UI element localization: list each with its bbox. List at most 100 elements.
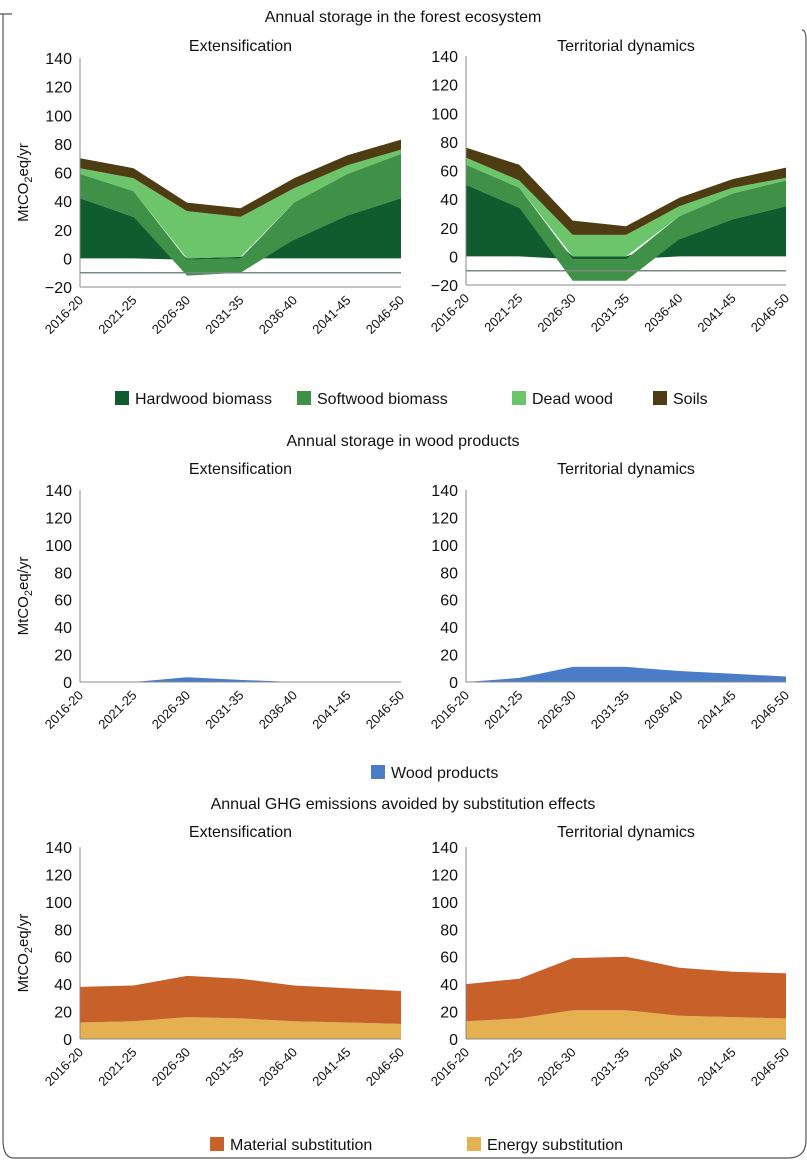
area-material-substitution (466, 956, 786, 1022)
y-tick-label: 0 (63, 1032, 72, 1049)
y-tick-label: 80 (440, 922, 458, 939)
legend-item-dead-wood: Dead wood (512, 391, 613, 408)
y-tick-label: 0 (63, 251, 72, 268)
area-softwood-biomass (466, 164, 786, 281)
area-wood-products (80, 677, 401, 682)
x-tick-label: 2041-45 (694, 688, 738, 732)
x-tick-label: 2041-45 (309, 293, 353, 337)
panel-title: Extensification (189, 824, 292, 841)
x-tick-label: 2041-45 (309, 1045, 353, 1089)
x-tick-label: 2026-30 (534, 291, 578, 335)
legend-label: Soils (673, 391, 708, 408)
panel-title: Extensification (189, 38, 292, 55)
y-tick-label: 40 (440, 620, 458, 637)
y-tick-label: −20 (431, 278, 458, 295)
y-tick-label: 80 (54, 137, 72, 154)
y-tick-label: 140 (45, 51, 72, 68)
x-tick-label: 2031-35 (202, 688, 246, 732)
legend-item-wood-products: Wood products (371, 765, 498, 782)
y-tick-label: 100 (45, 108, 72, 125)
y-axis-label: MtCO2eq/yr (15, 914, 35, 993)
legend-label: Energy substitution (487, 1137, 623, 1154)
legend-swatch (210, 1137, 224, 1151)
x-tick-label: 2026-30 (534, 1045, 578, 1089)
x-tick-label: 2041-45 (694, 1045, 738, 1089)
x-tick-label: 2041-45 (309, 688, 353, 732)
legend-swatch (371, 765, 385, 779)
x-tick-label: 2036-40 (256, 293, 300, 337)
legend-swatch (297, 391, 311, 405)
x-tick-label: 2036-40 (641, 1045, 685, 1089)
y-tick-label: 60 (440, 164, 458, 181)
area-energy-substitution (80, 1017, 401, 1039)
area-energy-substitution (466, 1010, 786, 1039)
chart-panel: Territorial dynamics14012010080604020020… (428, 461, 792, 732)
x-tick-label: 2031-35 (588, 291, 632, 335)
y-tick-label: 120 (431, 867, 458, 884)
y-axis-label: MtCO2eq/yr (15, 143, 35, 222)
y-tick-label: 60 (440, 950, 458, 967)
y-tick-label: 40 (54, 194, 72, 211)
y-tick-label: 80 (440, 565, 458, 582)
chart-panel: Territorial dynamics14012010080604020020… (428, 824, 792, 1089)
chart-panel: Extensification 140 120 100 80 60 40 20 0 MtCO2eq… (15, 824, 407, 1089)
x-tick-label: 2036-40 (641, 688, 685, 732)
x-tick-label: 2036-40 (641, 291, 685, 335)
x-tick-label: 2036-40 (256, 688, 300, 732)
y-tick-label: 40 (54, 977, 72, 994)
legend-label: Softwood biomass (317, 391, 448, 408)
section-title-substitution: Annual GHG emissions avoided by substitu… (211, 796, 596, 813)
y-tick-label: 100 (45, 538, 72, 555)
y-tick-label: 140 (431, 840, 458, 857)
area-wood-products (466, 666, 786, 682)
x-tick-label: 2016-20 (428, 1045, 472, 1089)
area-material-substitution (80, 975, 401, 1024)
area-softwood-biomass (80, 153, 401, 276)
legend-swatch (512, 391, 526, 405)
legend-item-material-substitution: Material substitution (210, 1137, 372, 1154)
y-tick-label: 100 (431, 895, 458, 912)
x-tick-label: 2046-50 (748, 688, 792, 732)
x-tick-label: 2046-50 (748, 291, 792, 335)
figure-frame (0, 13, 807, 1159)
x-tick-label: 2031-35 (202, 1045, 246, 1089)
chart-panel: Territorial dynamics 140 120 100 80 60 40 20 0 −2… (428, 38, 792, 335)
y-tick-label: 60 (54, 166, 72, 183)
x-tick-label: 2026-30 (534, 688, 578, 732)
area-soils (466, 147, 786, 235)
x-tick-label: 2026-30 (149, 293, 193, 337)
x-tick-label: 2021-25 (95, 688, 139, 732)
x-tick-label: 2016-20 (428, 688, 472, 732)
chart-panel: Extensification 140 120 100 80 60 40 20 0 MtCO2eq… (15, 461, 407, 732)
y-tick-label: 40 (440, 192, 458, 209)
y-tick-label: 120 (431, 78, 458, 95)
x-tick-label: 2016-20 (42, 293, 86, 337)
x-tick-label: 2046-50 (363, 293, 407, 337)
x-tick-label: 2046-50 (363, 688, 407, 732)
y-axis-label: MtCO2eq/yr (15, 557, 35, 636)
panel-title: Extensification (189, 461, 292, 478)
x-tick-label: 2031-35 (202, 293, 246, 337)
y-tick-label: 120 (431, 510, 458, 527)
y-tick-label: 120 (45, 80, 72, 97)
chart-panel: Extensification 140 120 100 80 60 40 20 0 −20 MtCO… (15, 38, 407, 337)
y-tick-label: 20 (440, 1005, 458, 1022)
y-tick-label: 140 (431, 49, 458, 66)
y-tick-label: 40 (440, 977, 458, 994)
y-tick-label: 100 (431, 106, 458, 123)
section-title-wood-products: Annual storage in wood products (286, 433, 519, 450)
y-tick-label: 80 (440, 135, 458, 152)
legend-label: Hardwood biomass (135, 391, 272, 408)
area-dead-wood (466, 157, 786, 257)
x-tick-label: 2026-30 (149, 1045, 193, 1089)
y-tick-label: 60 (54, 593, 72, 610)
section-title-forest: Annual storage in the forest ecosystem (265, 9, 542, 26)
x-tick-label: 2021-25 (95, 293, 139, 337)
legend-label: Wood products (391, 765, 498, 782)
x-tick-label: 2021-25 (481, 291, 525, 335)
y-tick-label: 20 (440, 648, 458, 665)
x-tick-label: 2046-50 (748, 1045, 792, 1089)
y-tick-label: 40 (54, 620, 72, 637)
x-tick-label: 2021-25 (481, 688, 525, 732)
